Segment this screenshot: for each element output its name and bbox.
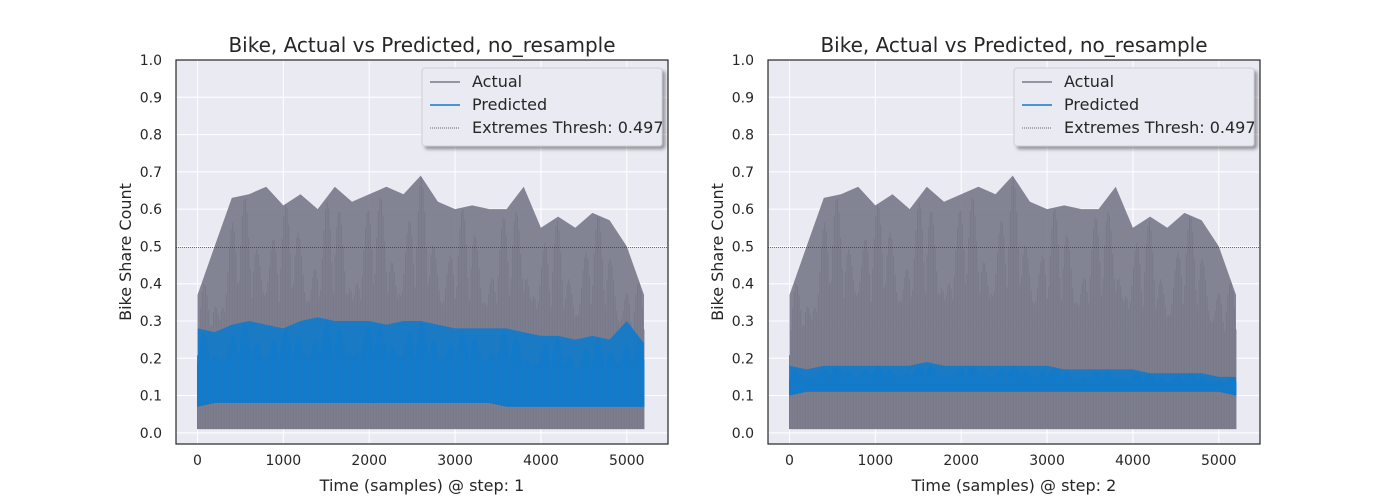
y-tick-label: 0.7 [140, 165, 162, 181]
x-tick-label: 0 [193, 453, 202, 469]
series-trace [789, 364, 1237, 396]
x-tick-label: 3000 [1029, 453, 1065, 469]
x-axis-label: Time (samples) @ step: 2 [911, 476, 1117, 495]
legend: Actual Predicted Extremes Thresh: 0.497 [421, 67, 664, 147]
chart-right: 0 1000 2000 3000 4000 5000 0.0 0.1 0.2 0.3 0.4 0.5 0… [708, 33, 1261, 495]
series-predicted [789, 362, 1237, 396]
y-tick-label: 0.1 [140, 389, 162, 405]
chart-title: Bike, Actual vs Predicted, no_resample [820, 33, 1207, 57]
x-tick-label: 2000 [943, 453, 979, 469]
y-tick-label: 0.0 [732, 426, 754, 442]
x-axis-label: Time (samples) @ step: 1 [319, 476, 525, 495]
y-tick-label: 0.5 [140, 239, 162, 255]
y-tick-label: 0.4 [140, 277, 162, 293]
x-tick-label: 0 [785, 453, 794, 469]
y-tick-label: 1.0 [140, 53, 162, 69]
x-tick-label: 2000 [351, 453, 387, 469]
chart-left: 0 1000 2000 3000 4000 5000 0.0 0.1 0.2 0.3 0.4 0.5 0… [116, 33, 669, 495]
series-predicted [197, 317, 645, 407]
legend-label: Predicted [1064, 95, 1139, 114]
x-tick-label: 4000 [523, 453, 559, 469]
y-tick-label: 0.0 [140, 426, 162, 442]
y-axis-label: Bike Share Count [116, 183, 135, 321]
y-tick-label: 0.9 [732, 90, 754, 106]
y-tick-label: 0.8 [732, 128, 754, 144]
legend-label: Extremes Thresh: 0.497 [472, 118, 664, 137]
legend-label: Actual [472, 72, 522, 91]
series-trace [197, 320, 645, 407]
x-tick-label: 5000 [609, 453, 645, 469]
x-tick-label: 1000 [858, 453, 894, 469]
axes-frame [767, 59, 1261, 445]
axes-frame [175, 59, 669, 445]
y-tick-label: 0.9 [140, 90, 162, 106]
legend-label: Extremes Thresh: 0.497 [1064, 118, 1256, 137]
y-tick-label: 0.7 [732, 165, 754, 181]
chart-title: Bike, Actual vs Predicted, no_resample [228, 33, 615, 57]
y-tick-label: 0.2 [732, 351, 754, 367]
legend: Actual Predicted Extremes Thresh: 0.497 [1013, 67, 1256, 147]
y-tick-label: 0.3 [732, 314, 754, 330]
y-tick-label: 0.8 [140, 128, 162, 144]
legend-box [421, 67, 663, 147]
x-tick-label: 5000 [1201, 453, 1237, 469]
y-axis-label: Bike Share Count [708, 183, 727, 321]
y-tick-label: 0.4 [732, 277, 754, 293]
x-tick-label: 3000 [437, 453, 473, 469]
legend-box [1013, 67, 1255, 147]
x-tick-label: 4000 [1115, 453, 1151, 469]
y-tick-label: 1.0 [732, 53, 754, 69]
y-tick-label: 0.2 [140, 351, 162, 367]
x-tick-label: 1000 [266, 453, 302, 469]
y-tick-label: 0.6 [732, 202, 754, 218]
legend-label: Predicted [472, 95, 547, 114]
y-tick-label: 0.6 [140, 202, 162, 218]
legend-label: Actual [1064, 72, 1114, 91]
y-tick-label: 0.1 [732, 389, 754, 405]
y-tick-label: 0.3 [140, 314, 162, 330]
y-tick-label: 0.5 [732, 239, 754, 255]
